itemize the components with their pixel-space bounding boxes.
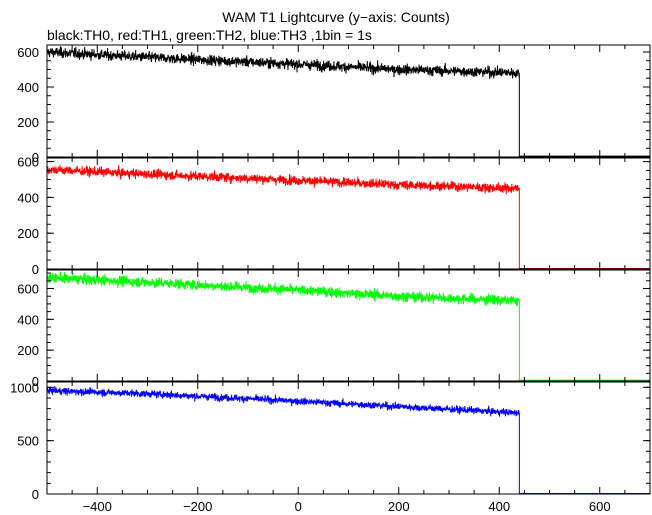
y-tick-label: 400: [17, 80, 39, 95]
panel-th2: 0 200 400 600: [17, 269, 651, 389]
series-line-th1: [46, 165, 650, 269]
y-tick-label: 400: [17, 190, 39, 205]
x-tick-label: −200: [183, 499, 212, 514]
y-tick-label: 200: [17, 343, 39, 358]
series-line-th0: [46, 46, 650, 157]
panel-th1: 0 200 400 600: [17, 155, 651, 277]
x-axis: −400 −200 0 200 400 600: [83, 499, 611, 514]
y-tick-label: 600: [17, 45, 39, 60]
panel-frame: [46, 44, 651, 158]
panel-frame: [46, 381, 651, 495]
panel-frame: [46, 269, 651, 382]
chart-subtitle: black:TH0, red:TH1, green:TH2, blue:TH3 …: [47, 27, 372, 43]
y-tick-label: 0: [32, 487, 39, 502]
y-tick-label: 500: [17, 434, 39, 449]
panel-th0: 0 200 400 600: [17, 44, 651, 165]
x-tick-label: 200: [388, 499, 410, 514]
x-tick-label: −400: [83, 499, 112, 514]
chart-title: WAM T1 Lightcurve (y−axis: Counts): [222, 9, 450, 25]
y-tick-label: 0: [32, 374, 39, 389]
x-tick-label: 400: [488, 499, 510, 514]
y-tick-label: 600: [17, 282, 39, 297]
y-tick-label: 600: [17, 155, 39, 170]
x-tick-label: 0: [295, 499, 302, 514]
y-tick-label: 400: [17, 312, 39, 327]
panel-th3: 0 500 1000: [10, 380, 651, 502]
y-tick-label: 200: [17, 115, 39, 130]
x-tick-label: 600: [589, 499, 611, 514]
y-tick-label: 0: [32, 262, 39, 277]
series-line-th2: [46, 271, 650, 381]
series-line-th3: [46, 385, 650, 494]
y-tick-label: 0: [32, 150, 39, 165]
y-tick-label: 1000: [10, 380, 39, 395]
y-tick-label: 200: [17, 226, 39, 241]
